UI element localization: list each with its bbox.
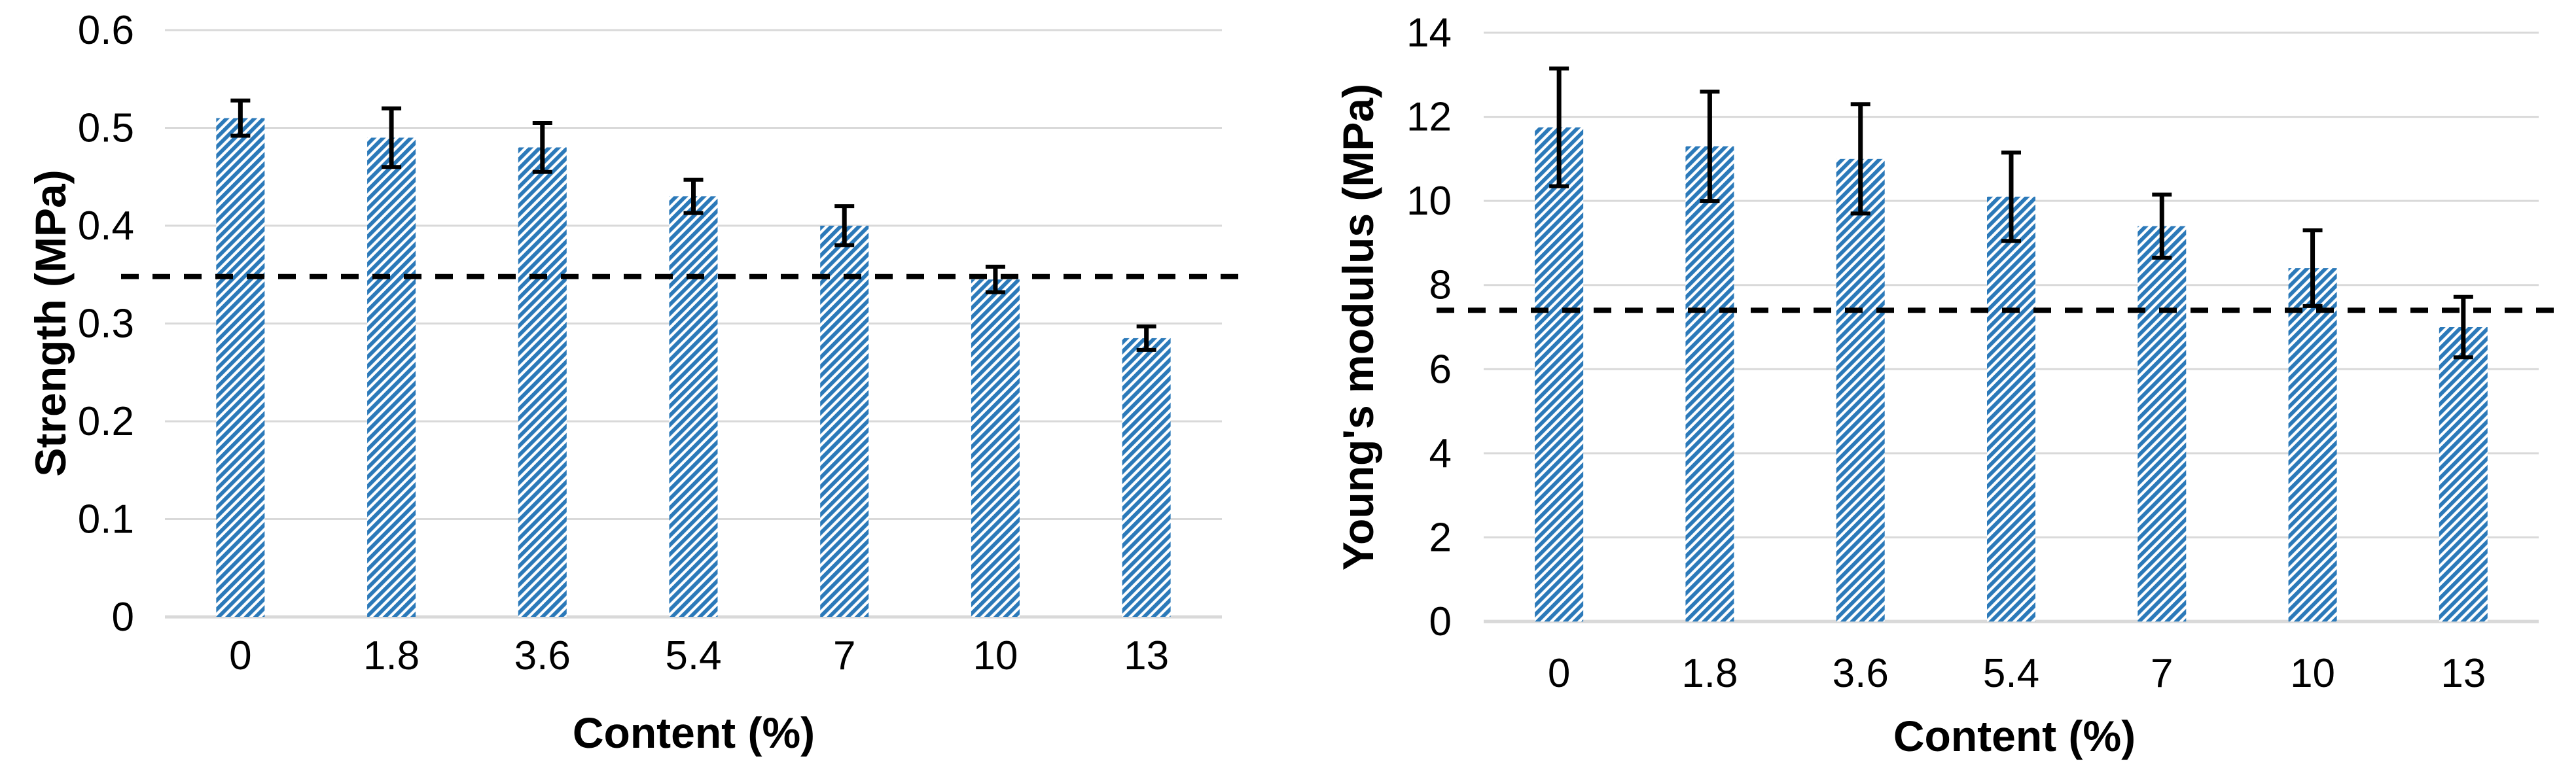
strength-chart: 0 0.1 0.2 0.3 0.4 0.5 0.6 0 1.8 3.6 5.4 7 10 13 Stren…: [26, 8, 1239, 757]
strength-y-axis-title: Strength (MPa): [26, 169, 75, 476]
y-tick-label: 8: [1429, 263, 1452, 308]
youngs-y-axis-title: Young's modulus (MPa): [1334, 84, 1382, 570]
strength-x-axis-title: Content (%): [573, 709, 815, 757]
strength-plot-area: 0 0.1 0.2 0.3 0.4 0.5 0.6 0 1.8 3.6 5.4 7 10 13: [78, 8, 1239, 678]
youngs-modulus-chart: 0 2 4 6 8 10 12 14 0 1.8 3.6 5.4 7 10 13 Young's modul…: [1334, 10, 2556, 760]
y-tick-label: 0: [1429, 599, 1452, 644]
x-category-label: 0: [229, 633, 251, 678]
x-category-label: 5.4: [1983, 651, 2039, 696]
y-tick-label: 12: [1406, 95, 1452, 140]
bar: [2288, 268, 2337, 621]
y-tick-label: 0.1: [78, 497, 134, 542]
y-tick-label: 6: [1429, 347, 1452, 392]
x-category-label: 7: [833, 633, 855, 678]
bar: [2439, 327, 2488, 621]
bar: [1122, 338, 1171, 617]
x-category-label: 1.8: [363, 633, 420, 678]
bar: [1685, 146, 1734, 622]
x-category-label: 1.8: [1681, 651, 1738, 696]
y-tick-label: 14: [1406, 10, 1452, 56]
bar: [1987, 196, 2035, 621]
y-tick-label: 0.2: [78, 399, 134, 444]
bar: [2138, 226, 2187, 621]
x-category-label: 5.4: [665, 633, 721, 678]
y-tick-label: 10: [1406, 179, 1452, 224]
bar: [1836, 158, 1885, 621]
bar: [971, 279, 1020, 618]
y-tick-label: 0.5: [78, 106, 134, 151]
x-category-label: 13: [2441, 651, 2486, 696]
y-tick-label: 0: [112, 595, 134, 640]
x-category-label: 7: [2151, 651, 2173, 696]
bar: [669, 196, 718, 617]
youngs-modulus-plot-area: 0 2 4 6 8 10 12 14 0 1.8 3.6 5.4 7 10 13: [1406, 10, 2556, 696]
bar: [216, 118, 265, 618]
x-category-label: 13: [1124, 633, 1169, 678]
bar: [367, 137, 416, 617]
y-tick-label: 4: [1429, 431, 1452, 476]
y-tick-label: 0.6: [78, 8, 134, 53]
x-category-label: 3.6: [514, 633, 571, 678]
x-category-label: 10: [973, 633, 1018, 678]
y-tick-label: 0.4: [78, 203, 134, 249]
bar: [1535, 127, 1584, 622]
bar: [820, 226, 869, 617]
youngs-x-axis-title: Content (%): [1893, 712, 2136, 760]
x-category-label: 3.6: [1833, 651, 1889, 696]
x-category-label: 0: [1548, 651, 1570, 696]
y-tick-label: 2: [1429, 515, 1452, 560]
x-category-label: 10: [2290, 651, 2335, 696]
bar: [518, 147, 567, 617]
y-tick-label: 0.3: [78, 302, 134, 347]
